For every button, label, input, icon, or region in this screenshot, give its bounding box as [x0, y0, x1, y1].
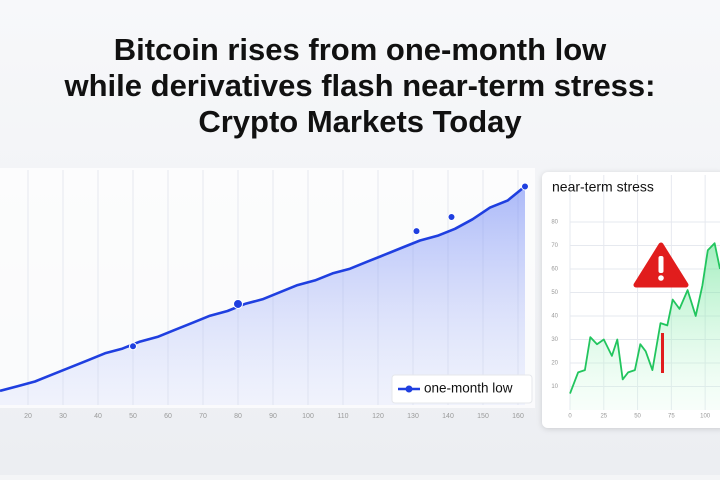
legend-swatch — [405, 385, 413, 393]
highlight-point — [447, 213, 456, 221]
x-tick-label: 100 — [302, 413, 314, 420]
x-tick-label: 80 — [234, 413, 242, 420]
highlight-point — [412, 227, 421, 236]
y-tick-label: 70 — [551, 243, 558, 249]
x-tick-label: 140 — [442, 413, 454, 420]
highlight-point — [521, 182, 529, 191]
area — [570, 243, 720, 410]
y-tick-label: 60 — [551, 267, 558, 273]
x-tick-label: 100 — [700, 414, 711, 420]
x-tick-label: 60 — [164, 413, 172, 420]
x-tick-label: 20 — [24, 413, 32, 420]
x-tick-label: 40 — [94, 413, 102, 420]
series-line — [569, 242, 720, 394]
right-chart: 0 25 50 75 100 10 20 30 40 50 60 70 80 near-term stre… — [551, 175, 720, 420]
highlight-point — [129, 342, 137, 351]
warning-icon — [633, 242, 689, 288]
y-tick-label: 80 — [551, 220, 558, 226]
x-tick-label: 50 — [634, 414, 641, 420]
x-tick-label: 70 — [199, 413, 207, 420]
x-tick-label: 120 — [372, 413, 384, 420]
y-tick-label: 30 — [551, 337, 558, 343]
series-line — [0, 185, 526, 393]
y-tick-label: 10 — [551, 384, 558, 390]
x-tick-label: 25 — [600, 414, 607, 420]
headline: Bitcoin rises from one-month low — [114, 32, 607, 67]
x-tick-label: 130 — [407, 413, 419, 420]
x-tick-label: 90 — [269, 413, 277, 420]
x-tick-label: 160 — [512, 413, 524, 420]
y-tick-label: 40 — [551, 314, 558, 320]
headline: while derivatives flash near-term stress… — [64, 68, 656, 103]
area — [0, 186, 525, 405]
legend-label: one-month low — [424, 381, 513, 396]
highlight-point — [233, 298, 243, 309]
x-tick-label: 50 — [129, 413, 137, 420]
chart-title: near-term stress — [552, 179, 654, 195]
x-tick-label: 150 — [477, 413, 489, 420]
stress-marker — [661, 333, 664, 373]
legend-box — [391, 374, 533, 404]
headline: Crypto Markets Today — [198, 104, 522, 139]
y-tick-label: 20 — [551, 361, 558, 367]
left-chart: 20 30 40 50 60 70 80 90 100 110 120 130 140 150 160 one… — [0, 170, 533, 420]
x-tick-label: 30 — [59, 413, 67, 420]
x-tick-label: 75 — [668, 414, 675, 420]
y-tick-label: 50 — [551, 290, 558, 296]
x-tick-label: 0 — [568, 414, 572, 420]
x-tick-label: 110 — [337, 413, 348, 420]
